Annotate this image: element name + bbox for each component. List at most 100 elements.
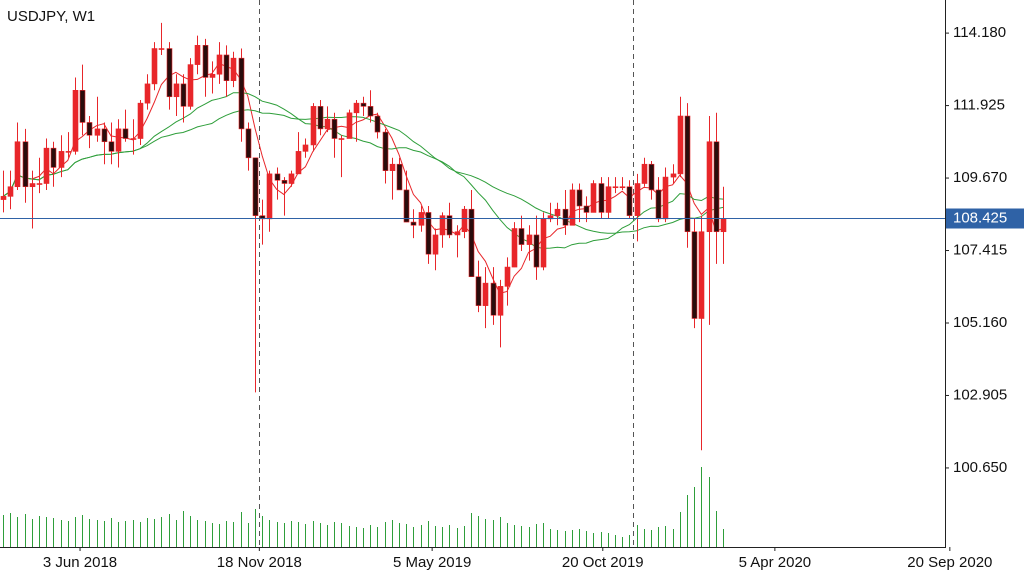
candle-body (158, 48, 165, 50)
candle-body (670, 173, 677, 178)
candle-body (396, 163, 403, 191)
candle-body (374, 115, 381, 133)
candle-body (50, 147, 57, 168)
candle-body (144, 83, 151, 104)
candle-body (281, 179, 288, 184)
candle-body (266, 173, 273, 220)
y-tick-label: 102.905 (953, 386, 1007, 403)
candle-body (331, 118, 338, 139)
candle-body (511, 228, 518, 268)
candle-body (187, 64, 194, 107)
candle-body (526, 234, 533, 245)
x-tick-label: 3 Jun 2018 (43, 554, 117, 571)
candle-body (245, 128, 252, 159)
candle-body (122, 128, 129, 139)
y-tick-label: 111.925 (953, 97, 1005, 114)
candle-body (252, 157, 259, 216)
candle-body (101, 128, 108, 143)
candle-body (274, 173, 281, 181)
chart-title: USDJPY, W1 (7, 8, 95, 25)
candle-body (612, 186, 619, 189)
candle-body (706, 141, 713, 233)
candle-body (180, 83, 187, 107)
candle-body (439, 215, 446, 236)
candle-body (468, 208, 475, 278)
y-tick-label: 107.415 (953, 241, 1007, 258)
candle-body (540, 218, 547, 268)
candle-body (720, 218, 727, 233)
candle-body (360, 102, 367, 107)
candle-body (338, 138, 345, 140)
candle-body (202, 45, 209, 78)
candle-body (684, 115, 691, 233)
candle-body (223, 54, 230, 81)
x-tick-label: 18 Nov 2018 (217, 554, 302, 571)
candle-body (353, 102, 360, 114)
candle-body (497, 286, 504, 316)
candle-body (605, 186, 612, 213)
y-tick-label: 100.650 (953, 459, 1007, 476)
moving-average (2, 109, 724, 234)
candle-body (36, 183, 43, 185)
candle-body (432, 234, 439, 255)
candle-body (230, 57, 237, 81)
candle-body (94, 128, 101, 136)
candle-body (115, 128, 122, 152)
candle-body (518, 228, 525, 245)
candle-body (382, 131, 389, 171)
candle-body (403, 189, 410, 223)
candle-body (569, 189, 576, 226)
candle-body (425, 212, 432, 255)
candle-body (65, 151, 72, 153)
last-price-box (946, 208, 1024, 229)
candle-body (137, 102, 144, 139)
candle-body (662, 176, 669, 220)
candle-body (194, 45, 201, 65)
candle-body (554, 208, 561, 216)
candle-body (482, 282, 489, 306)
candle-body (389, 163, 396, 171)
candle-body (7, 186, 14, 197)
y-tick-label: 114.180 (953, 24, 1006, 41)
candle-body (562, 208, 569, 226)
candle-body (655, 189, 662, 220)
candle-body (310, 106, 317, 146)
candle-body (238, 57, 245, 130)
y-tick-label: 109.670 (953, 169, 1007, 186)
candle-body (302, 144, 309, 152)
marks (0, 0, 727, 547)
candle-body (590, 183, 597, 213)
candle-body (367, 106, 374, 117)
candle-body (130, 138, 137, 140)
candle-body (14, 141, 21, 188)
candle-body (0, 196, 7, 200)
x-tick-label: 20 Sep 2020 (907, 554, 992, 571)
candle-body (533, 234, 540, 268)
x-tick-label: 5 May 2019 (393, 554, 471, 571)
candle-body (583, 205, 590, 213)
candle-body (677, 115, 684, 175)
candle-body (173, 83, 180, 98)
y-tick-label: 105.160 (953, 314, 1007, 331)
candle-body (475, 276, 482, 306)
candle-body (216, 54, 223, 75)
candle-body (454, 231, 461, 236)
candle-body (22, 141, 29, 188)
candle-body (713, 141, 720, 233)
candle-body (446, 215, 453, 236)
candle-body (576, 189, 583, 207)
candle-body (691, 231, 698, 319)
candle-body (295, 151, 302, 175)
candle-body (598, 183, 605, 213)
candle-body (490, 282, 497, 316)
candle-body (108, 141, 115, 152)
candle-body (626, 186, 633, 216)
x-tick-label: 20 Oct 2019 (562, 554, 644, 571)
candle-body (317, 106, 324, 130)
candle-body (288, 173, 295, 184)
candle-body (43, 147, 50, 184)
candle-body (86, 122, 93, 136)
last-price-label: 108.425 (953, 209, 1007, 226)
